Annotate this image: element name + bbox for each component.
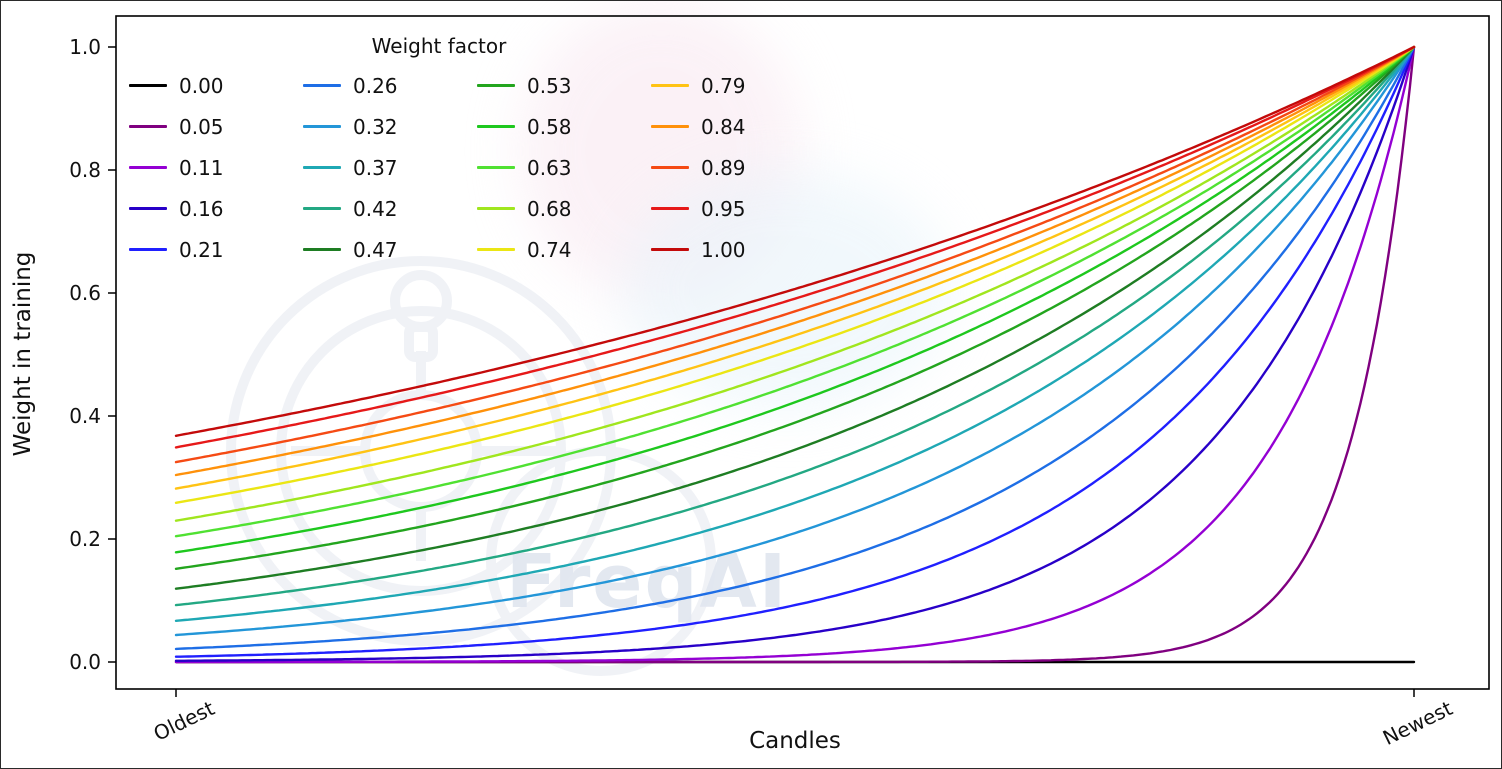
series-line-0.58 — [174, 45, 1416, 554]
legend-item-label: 0.79 — [701, 73, 746, 98]
legend-swatch — [303, 207, 341, 210]
axes-spines — [115, 15, 1490, 690]
y-tick-label: 0.8 — [69, 158, 101, 182]
legend-swatch — [129, 207, 167, 210]
legend-item: 0.74 — [477, 238, 651, 262]
legend-item-label: 0.84 — [701, 114, 746, 139]
legend-item-label: 0.32 — [353, 114, 398, 139]
legend-item: 0.58 — [477, 115, 651, 139]
legend-item-label: 0.26 — [353, 73, 398, 98]
series-line-0.89 — [174, 45, 1416, 464]
series-line-0.53 — [174, 45, 1416, 570]
legend-item-label: 0.37 — [353, 155, 398, 180]
legend-item: 0.63 — [477, 156, 651, 180]
series-line-0.21 — [174, 45, 1416, 658]
legend-grid: 0.00 0.05 0.11 0.16 0.21 0.26 0.32 0.37 0.42 0.47… — [129, 65, 825, 270]
legend-swatch — [477, 248, 515, 251]
legend-item-label: 1.00 — [701, 237, 746, 262]
series-line-0.32 — [174, 45, 1416, 637]
legend-swatch — [651, 84, 689, 87]
legend-item-label: 0.00 — [179, 73, 224, 98]
legend-swatch — [303, 248, 341, 251]
legend-item-label: 0.16 — [179, 196, 224, 221]
series-line-0.11 — [174, 45, 1416, 664]
legend-item-label: 0.89 — [701, 155, 746, 180]
legend-item-label: 0.11 — [179, 155, 224, 180]
series-line-0.68 — [174, 45, 1416, 522]
legend-item: 0.95 — [651, 197, 825, 221]
legend-item-label: 0.21 — [179, 237, 224, 262]
legend-item-label: 0.68 — [527, 196, 572, 221]
legend-item: 0.26 — [303, 74, 477, 98]
series-line-0.84 — [174, 45, 1416, 477]
legend-item: 0.00 — [129, 74, 303, 98]
y-tick-label: 0.6 — [69, 281, 101, 305]
legend-item: 0.32 — [303, 115, 477, 139]
legend-swatch — [477, 84, 515, 87]
legend-swatch — [651, 207, 689, 210]
legend-swatch — [477, 166, 515, 169]
legend-swatch — [129, 125, 167, 128]
legend-swatch — [651, 125, 689, 128]
legend-item-label: 0.95 — [701, 196, 746, 221]
series-line-0.37 — [174, 45, 1416, 622]
series-line-0.79 — [174, 45, 1416, 490]
legend-swatch — [129, 84, 167, 87]
legend-item: 0.21 — [129, 238, 303, 262]
legend-item-label: 0.42 — [353, 196, 398, 221]
legend-swatch — [303, 84, 341, 87]
legend-swatch — [477, 207, 515, 210]
legend-item: 0.47 — [303, 238, 477, 262]
legend-swatch — [651, 166, 689, 169]
legend-item: 0.37 — [303, 156, 477, 180]
legend-item: 0.89 — [651, 156, 825, 180]
legend-item: 1.00 — [651, 238, 825, 262]
legend-item-label: 0.63 — [527, 155, 572, 180]
legend-item: 0.53 — [477, 74, 651, 98]
legend-title: Weight factor — [371, 34, 507, 58]
legend-item: 0.42 — [303, 197, 477, 221]
series-line-0.63 — [174, 45, 1416, 538]
legend-item-label: 0.47 — [353, 237, 398, 262]
series-line-0.16 — [174, 45, 1416, 662]
legend-swatch — [129, 248, 167, 251]
x-axis-label: Candles — [749, 728, 841, 754]
series-line-0.42 — [174, 45, 1416, 607]
legend-item: 0.84 — [651, 115, 825, 139]
x-tick-label: Oldest — [150, 696, 219, 746]
series-line-0.74 — [174, 45, 1416, 504]
series-line-1.00 — [174, 45, 1416, 437]
legend-item-label: 0.05 — [179, 114, 224, 139]
y-tick-label: 0.0 — [69, 650, 101, 674]
legend-item-label: 0.53 — [527, 73, 572, 98]
y-tick-label: 1.0 — [69, 35, 101, 59]
legend-item: 0.05 — [129, 115, 303, 139]
y-tick-label: 0.4 — [69, 404, 101, 428]
series-line-0.95 — [174, 45, 1416, 449]
legend-item: 0.68 — [477, 197, 651, 221]
series-line-0.26 — [174, 45, 1416, 651]
y-axis-label: Weight in training — [10, 251, 36, 457]
y-tick-label: 0.2 — [69, 527, 101, 551]
legend-swatch — [303, 125, 341, 128]
legend-item: 0.79 — [651, 74, 825, 98]
x-tick-label: Newest — [1379, 696, 1456, 750]
watermark-text: FreqAI — [506, 539, 789, 625]
legend-swatch — [129, 166, 167, 169]
series-line-0.47 — [174, 45, 1416, 590]
legend: Weight factor 0.00 0.05 0.11 0.16 0.21 0.26 0.… — [129, 33, 825, 270]
legend-item: 0.11 — [129, 156, 303, 180]
legend-swatch — [477, 125, 515, 128]
legend-swatch — [303, 166, 341, 169]
legend-swatch — [651, 248, 689, 251]
legend-item-label: 0.74 — [527, 237, 572, 262]
legend-item-label: 0.58 — [527, 114, 572, 139]
legend-item: 0.16 — [129, 197, 303, 221]
